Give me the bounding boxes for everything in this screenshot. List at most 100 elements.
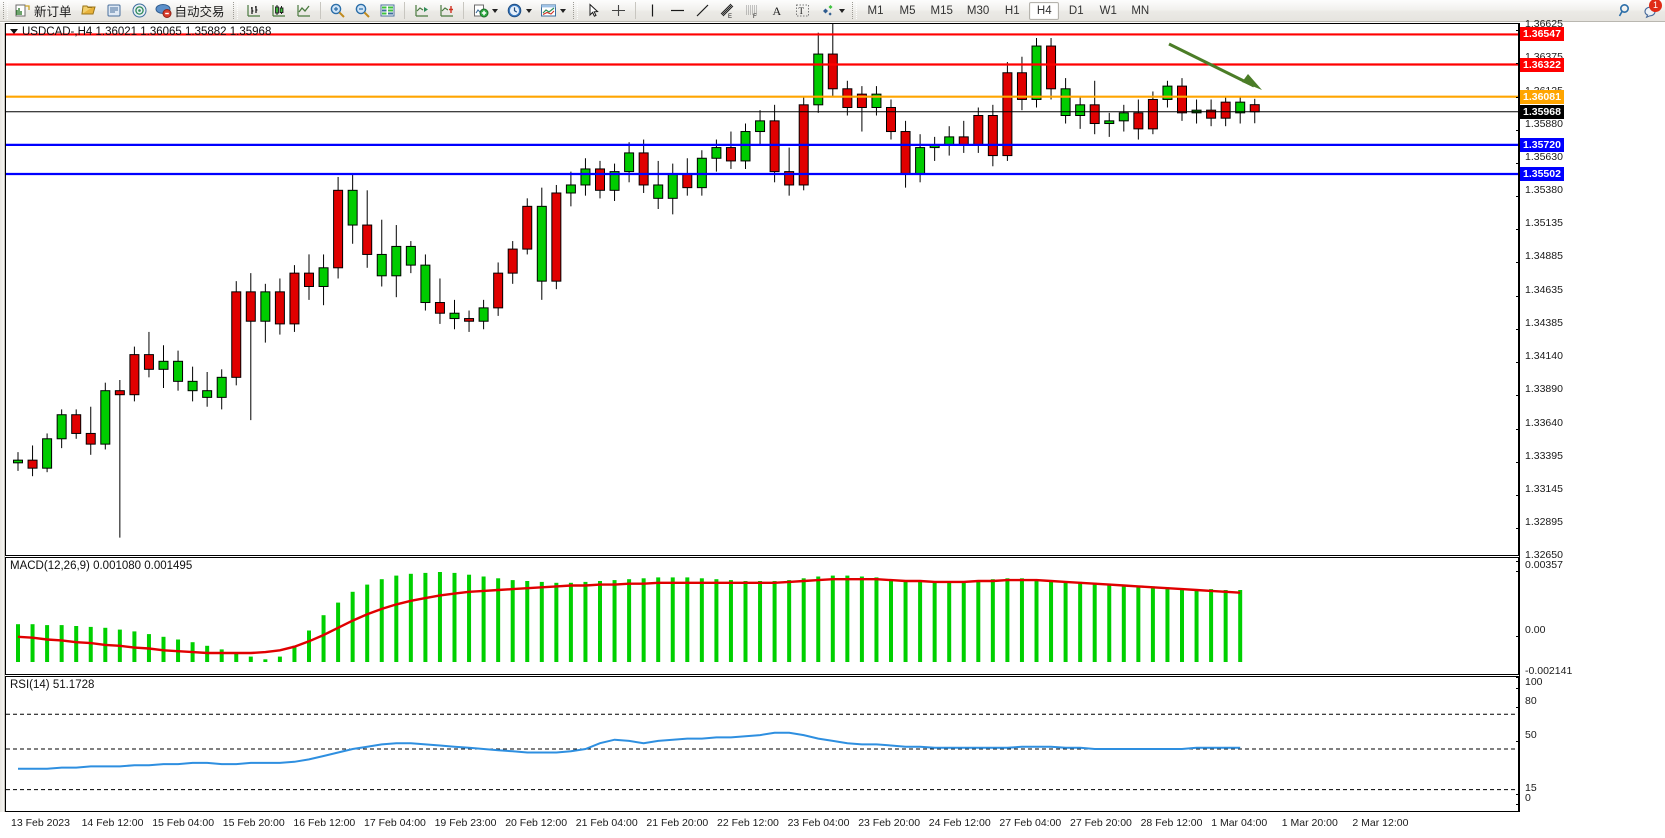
text-label-tool[interactable]: T (791, 1, 814, 21)
timeframe-h4[interactable]: H4 (1029, 1, 1060, 20)
time-axis-tick: 1 Mar 04:00 (1211, 817, 1268, 829)
toolbar-separator (319, 2, 321, 19)
notification-bell-icon[interactable]: 1 (1642, 0, 1662, 19)
timeframe-m30[interactable]: M30 (966, 4, 990, 17)
candlestick-chart-button[interactable] (267, 1, 290, 21)
folder-button[interactable] (78, 1, 101, 21)
timeframe-m1[interactable]: M1 (867, 4, 884, 17)
macd-axis-tick: -0.002141 (1515, 665, 1572, 683)
price-axis[interactable]: 1.366251.363751.361251.358801.356301.353… (1515, 18, 1665, 812)
zoom-in-button[interactable] (326, 1, 349, 21)
price-level-pill-resistance-2[interactable]: 1.36547 (1520, 27, 1564, 42)
folder-icon (80, 2, 98, 19)
timeframe-w1[interactable]: W1 (1099, 4, 1117, 17)
macd-pane[interactable]: MACD(12,26,9) 0.001080 0.001495 (5, 557, 1519, 675)
price-level-pill-support-1[interactable]: 1.35720 (1520, 137, 1564, 152)
text-label-icon: T (794, 2, 811, 19)
time-axis-tick: 16 Feb 12:00 (293, 817, 356, 829)
price-axis-tick: 1.34140 (1516, 350, 1563, 368)
new-order-icon (14, 2, 31, 19)
notification-badge: 1 (1649, 0, 1662, 12)
text-tool[interactable]: A (766, 1, 789, 21)
bar-chart-button[interactable] (242, 1, 265, 21)
rsi-axis-tick: 50 (1516, 729, 1537, 747)
line-chart-button[interactable] (292, 1, 315, 21)
auto-trading-button[interactable]: 自动交易 (153, 1, 229, 21)
shapes-tool[interactable] (816, 1, 848, 21)
fibonacci-tool[interactable]: F (741, 1, 764, 21)
price-axis-tick: 1.34635 (1516, 284, 1563, 302)
price-level-pill-resistance-1[interactable]: 1.36322 (1520, 57, 1564, 72)
timeframe-d1[interactable]: D1 (1068, 4, 1084, 17)
rsi-axis-tick: 0 (1516, 792, 1531, 810)
signals-icon (131, 2, 148, 19)
price-axis-tick: 1.32895 (1516, 516, 1563, 534)
trendline-tool[interactable] (691, 1, 714, 21)
timeframe-h1[interactable]: H1 (1004, 4, 1020, 17)
line-chart-icon (295, 2, 312, 19)
chart-shift-icon (438, 2, 455, 19)
time-axis-tick: 17 Feb 04:00 (364, 817, 426, 829)
cursor-tool[interactable] (582, 1, 605, 21)
period-clock-button[interactable] (503, 1, 535, 21)
clock-icon (506, 2, 523, 19)
horizontal-line-tool[interactable] (666, 1, 689, 21)
zoom-in-icon (329, 2, 346, 19)
rsi-axis-tick: 100 (1516, 676, 1543, 694)
price-pane[interactable]: USDCAD-,H4 1.36021 1.36065 1.35882 1.359… (5, 23, 1519, 556)
svg-text:T: T (798, 6, 804, 16)
time-axis-tick: 21 Feb 20:00 (646, 817, 709, 829)
auto-scroll-icon (413, 2, 430, 19)
timeframe-m15[interactable]: M15 (930, 4, 953, 17)
chevron-down-icon[interactable] (491, 8, 498, 13)
price-level-pill-pivot[interactable]: 1.36081 (1520, 89, 1564, 104)
toolbar-grip-4[interactable] (851, 2, 857, 19)
equidistant-channel-tool[interactable]: E (716, 1, 739, 21)
svg-text:E: E (728, 14, 732, 19)
price-axis-tick: 1.33890 (1516, 383, 1563, 401)
chevron-down-icon-3[interactable] (559, 8, 566, 13)
time-axis-tick: 24 Feb 12:00 (928, 817, 991, 829)
chart-window: USDCAD-,H4 1.36021 1.36065 1.35882 1.359… (0, 18, 1665, 838)
vertical-line-tool[interactable] (641, 1, 664, 21)
chart-vertical-scrollbar[interactable] (0, 23, 5, 812)
data-window-button[interactable] (376, 1, 399, 21)
chevron-down-icon-4[interactable] (838, 8, 845, 13)
toolbar-grip[interactable] (3, 2, 8, 19)
add-indicator-button[interactable] (469, 1, 501, 21)
price-axis-tick: 1.35630 (1516, 151, 1563, 169)
chart-title: USDCAD-,H4 1.36021 1.36065 1.35882 1.359… (10, 26, 271, 38)
template-icon (540, 2, 557, 19)
signals-button[interactable] (128, 1, 151, 21)
time-axis-tick: 21 Feb 04:00 (575, 817, 638, 829)
metaeditor-button[interactable] (103, 1, 126, 21)
time-axis-tick: 23 Feb 04:00 (787, 817, 850, 829)
timeframe-m5[interactable]: M5 (899, 4, 916, 17)
auto-scroll-button[interactable] (410, 1, 433, 21)
price-axis-tick: 1.33145 (1516, 483, 1563, 501)
time-axis-tick: 15 Feb 04:00 (152, 817, 215, 829)
crosshair-tool[interactable] (607, 1, 630, 21)
price-level-pill-support-2[interactable]: 1.35502 (1520, 167, 1564, 181)
templates-button[interactable] (537, 1, 569, 21)
new-order-button[interactable]: 新订单 (12, 1, 76, 21)
toolbar-grip-3[interactable] (572, 2, 578, 19)
rsi-pane[interactable]: RSI(14) 51.1728 (5, 676, 1519, 812)
time-axis-tick: 14 Feb 12:00 (81, 817, 144, 829)
add-indicator-icon (472, 2, 489, 19)
time-axis-tick: 19 Feb 23:00 (434, 817, 497, 829)
zoom-out-button[interactable] (351, 1, 374, 21)
time-axis-tick: 2 Mar 12:00 (1352, 817, 1409, 829)
time-axis-tick: 27 Feb 04:00 (999, 817, 1062, 829)
chevron-down-icon-2[interactable] (525, 8, 532, 13)
chart-menu-caret-icon[interactable] (10, 29, 18, 35)
time-axis-tick: 23 Feb 20:00 (858, 817, 921, 829)
toolbar-grip-2[interactable] (232, 2, 238, 19)
auto-trading-label: 自动交易 (174, 5, 225, 19)
time-axis-tick: 1 Mar 20:00 (1281, 817, 1338, 829)
search-icon[interactable] (1617, 2, 1634, 19)
price-level-pill-current-price[interactable]: 1.35968 (1520, 104, 1564, 119)
timeframe-mn[interactable]: MN (1131, 4, 1150, 17)
chart-shift-button[interactable] (435, 1, 458, 21)
time-axis-tick: 28 Feb 12:00 (1140, 817, 1203, 829)
